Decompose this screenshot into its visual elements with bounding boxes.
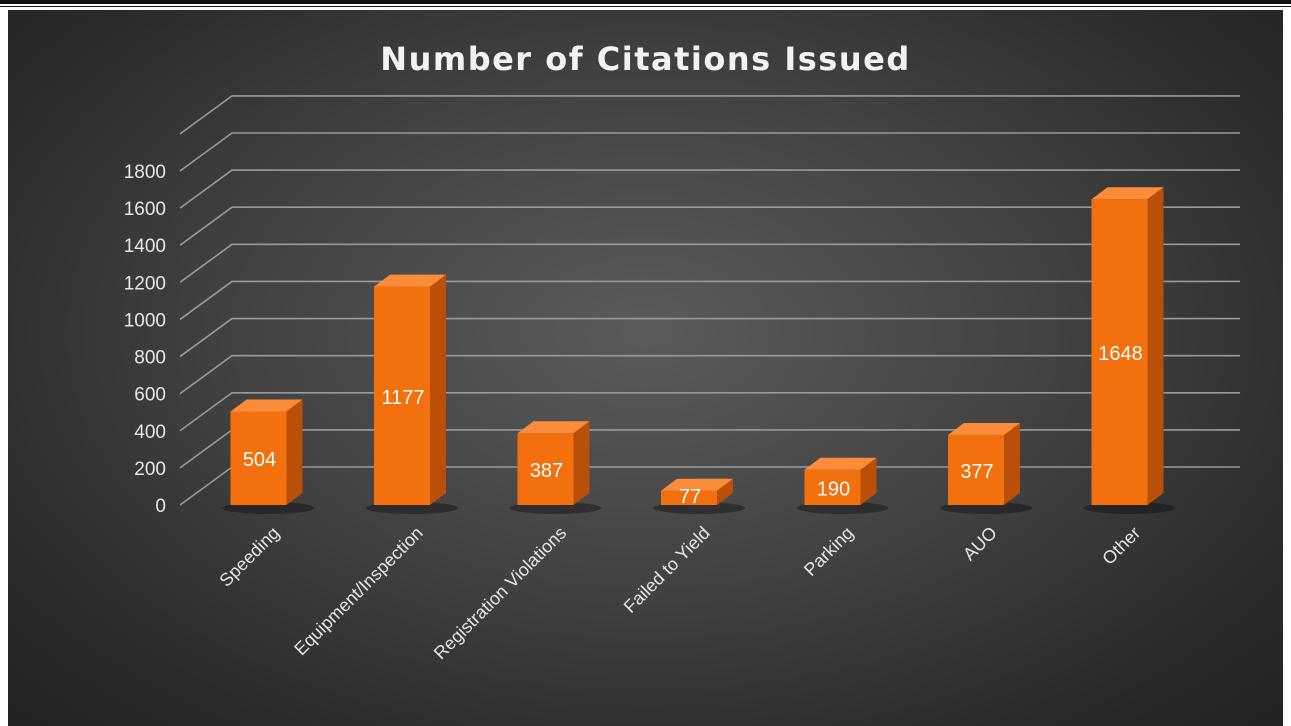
bar <box>222 399 315 514</box>
bar-front-face <box>374 286 430 505</box>
bar-top-face <box>374 274 446 287</box>
x-tick-label: Failed to Yield <box>620 523 714 617</box>
x-tick-label: Equipment/Inspection <box>290 523 427 660</box>
bar-top-face <box>948 423 1020 436</box>
x-tick-label: Other <box>1098 523 1144 569</box>
data-label: 504 <box>243 449 276 471</box>
y-tick-label: 1400 <box>124 236 166 257</box>
y-tick-label: 1800 <box>124 162 166 183</box>
bar-side-face <box>573 421 590 505</box>
y-tick-label: 800 <box>134 348 166 369</box>
bar-top-face <box>804 457 877 470</box>
bar-top-face <box>1091 187 1164 200</box>
gridline <box>179 132 1240 172</box>
top-rule-thin <box>0 6 1291 7</box>
chart-title: Number of Citations Issued <box>380 40 911 78</box>
bar-side-face <box>286 399 303 505</box>
x-tick-label: Parking <box>800 523 857 580</box>
top-rule-thick <box>0 0 1291 4</box>
data-label: 1177 <box>381 387 424 409</box>
bar-front-face <box>661 490 717 505</box>
bar-side-face <box>1147 187 1164 505</box>
x-tick-label: Speeding <box>215 523 283 591</box>
bar-front-face <box>517 433 574 505</box>
gridline <box>179 280 1240 321</box>
y-tick-label: 600 <box>134 385 166 406</box>
bar <box>366 274 458 514</box>
bar-front-face <box>948 435 1004 505</box>
gridline <box>179 391 1240 432</box>
y-tick-label: 400 <box>134 422 166 443</box>
chart-area: Number of Citations Issued 0 200 400 600 800… <box>8 10 1283 726</box>
data-label: 77 <box>679 486 701 508</box>
bar-top-face <box>230 399 303 412</box>
gridline <box>179 95 1240 135</box>
chart-plot: 0 200 400 600 800 1000 1200 1400 1600 1800 504 117… <box>124 95 1240 664</box>
bar-front-face <box>1091 199 1148 505</box>
bar-side-face <box>717 478 733 505</box>
bar-top-face <box>517 421 590 434</box>
y-tick-label: 200 <box>134 459 166 480</box>
bar <box>509 421 602 514</box>
y-tick-label: 1000 <box>124 310 166 331</box>
gridline <box>179 169 1240 209</box>
gridline <box>179 317 1240 358</box>
gridline <box>179 206 1240 246</box>
data-label: 190 <box>817 478 850 500</box>
gridline <box>179 354 1240 395</box>
bar-side-face <box>1004 423 1020 505</box>
data-label: 377 <box>960 461 993 483</box>
bar <box>653 478 745 514</box>
x-tick-label: Registration Violations <box>430 523 571 664</box>
bar-front-face <box>230 411 287 505</box>
data-label: 1648 <box>1098 343 1143 365</box>
bar-side-face <box>430 274 446 505</box>
x-tick-label: AUO <box>959 523 1001 565</box>
bar <box>940 423 1032 514</box>
bar-top-face <box>661 478 733 491</box>
bar-front-face <box>804 469 861 505</box>
y-tick-label: 0 <box>155 496 166 517</box>
bar <box>1083 187 1176 514</box>
bar-side-face <box>860 457 877 505</box>
y-tick-label: 1200 <box>124 273 166 294</box>
gridline <box>179 243 1240 283</box>
y-tick-label: 1600 <box>124 199 166 220</box>
data-label: 387 <box>530 460 563 482</box>
gridline <box>179 429 1240 469</box>
bar <box>796 457 889 514</box>
